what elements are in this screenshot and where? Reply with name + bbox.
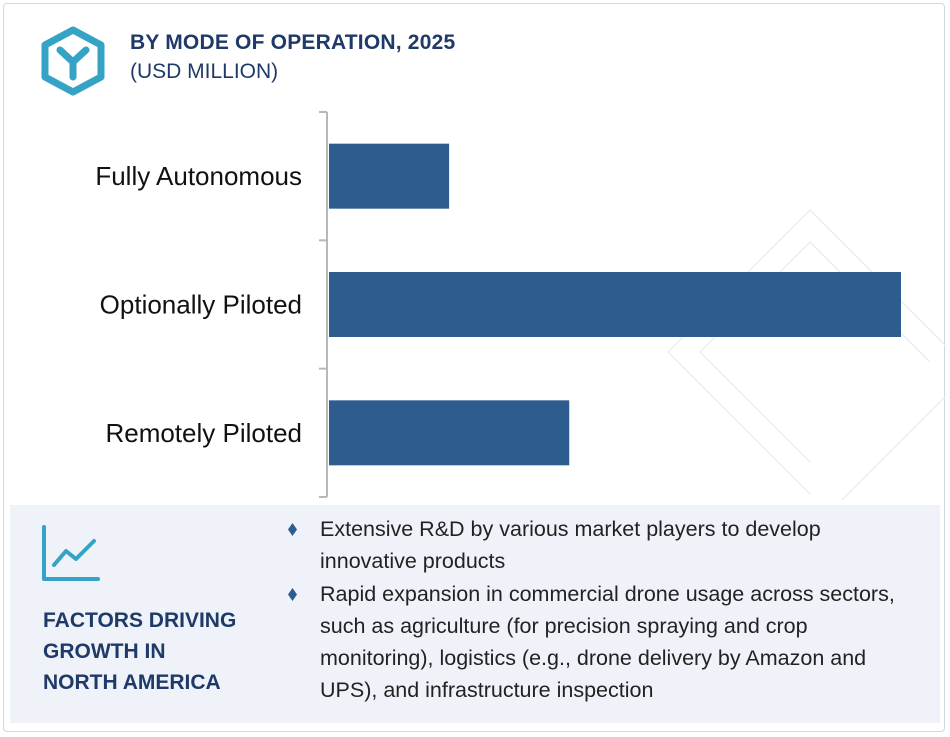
hexagon-y-logo-icon <box>41 26 105 96</box>
category-label: Fully Autonomous <box>95 161 302 191</box>
factors-heading: FACTORS DRIVING GROWTH IN NORTH AMERICA <box>43 609 237 694</box>
chart-subtitle: (USD MILLION) <box>130 60 279 83</box>
factor-text: Rapid expansion in commercial drone usag… <box>320 582 895 702</box>
factor-text: Extensive R&D by various market players … <box>320 517 821 573</box>
bar <box>329 272 901 337</box>
factors-list: Extensive R&D by various market players … <box>282 513 922 707</box>
bar <box>329 143 450 209</box>
chart-title: BY MODE OF OPERATION, 2025 <box>130 31 456 54</box>
category-label: Remotely Piloted <box>105 418 302 448</box>
trend-chart-icon <box>42 525 100 581</box>
factor-bullet: Rapid expansion in commercial drone usag… <box>282 578 922 706</box>
bar-chart: Fully Autonomous Optionally Piloted Remote… <box>95 111 901 498</box>
diamond-bullet-icon <box>288 523 297 536</box>
bar <box>329 400 570 466</box>
diamond-bullet-icon <box>288 588 297 601</box>
category-label: Optionally Piloted <box>100 290 302 320</box>
factor-bullet: Extensive R&D by various market players … <box>282 513 922 577</box>
factors-panel: FACTORS DRIVING GROWTH IN NORTH AMERICA … <box>10 505 940 723</box>
